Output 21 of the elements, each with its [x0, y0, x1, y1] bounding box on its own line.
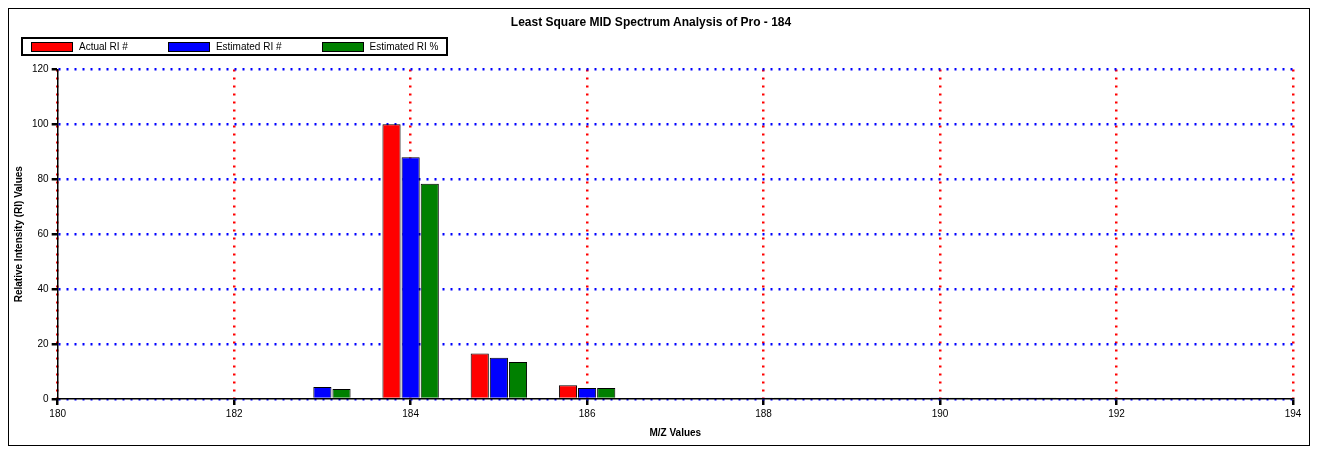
y-axis-title: Relative Intensity (RI) Values [12, 165, 24, 303]
x-tick-label: 190 [931, 407, 949, 419]
legend-label: Estimated RI # [215, 41, 282, 52]
legend-label: Actual RI # [79, 41, 128, 52]
y-tick-label: 60 [37, 227, 50, 239]
x-tick-label: 186 [578, 407, 596, 419]
y-tick-label: 80 [37, 173, 50, 185]
y-tick-label: 100 [32, 118, 50, 130]
x-tick-label: 188 [755, 407, 773, 419]
x-axis-title: M/Z Values [649, 426, 702, 438]
y-tick-label: 0 [43, 392, 50, 404]
x-tick-label: 194 [1284, 407, 1302, 419]
x-tick-label: 192 [1108, 407, 1126, 419]
x-tick-label: 180 [49, 407, 67, 419]
chart-title: Least Square MID Spectrum Analysis of Pro - 184 [510, 14, 792, 29]
x-tick-label: 182 [225, 407, 243, 419]
y-tick-label: 40 [37, 282, 50, 294]
legend-label: Estimated RI % [369, 41, 439, 52]
y-tick-label: 20 [37, 337, 50, 349]
x-tick-label: 184 [402, 407, 420, 419]
y-tick-label: 120 [32, 63, 50, 75]
